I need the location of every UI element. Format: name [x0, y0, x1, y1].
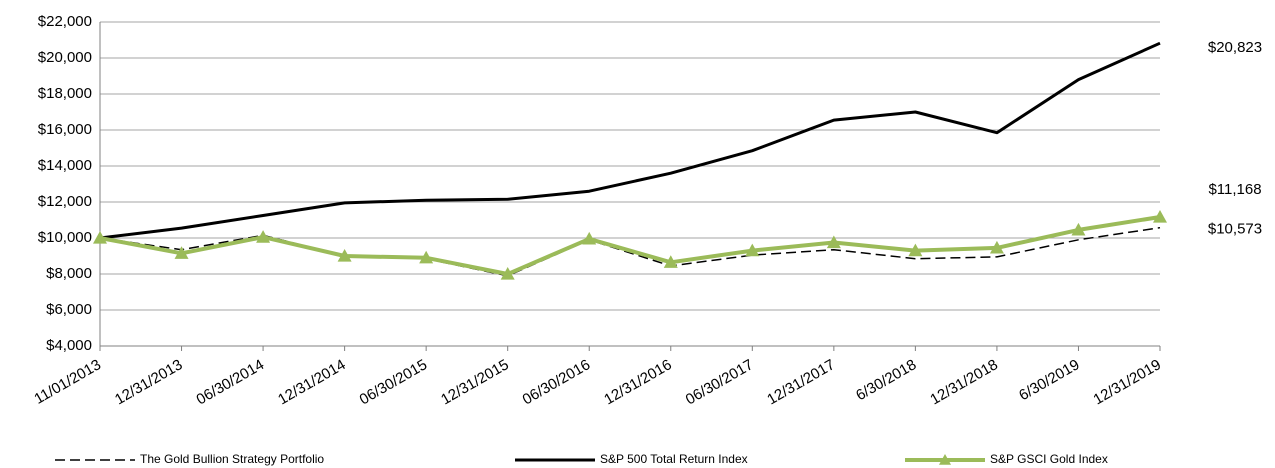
marker [500, 267, 515, 280]
legend-marker [939, 454, 951, 465]
x-tick-label: 12/31/2017 [764, 356, 838, 408]
marker [826, 235, 841, 249]
x-tick-label: 6/30/2019 [1016, 356, 1082, 404]
marker [663, 255, 678, 268]
x-tick-label: 06/30/2015 [357, 356, 431, 408]
legend-label: S&P GSCI Gold Index [990, 452, 1108, 466]
y-tick-label: $10,000 [38, 229, 92, 246]
marker [337, 249, 352, 262]
x-tick-label: 11/01/2013 [31, 356, 104, 408]
x-tick-label: 12/31/2018 [927, 356, 1001, 408]
marker [256, 230, 271, 243]
marker [93, 231, 107, 244]
marker [1071, 222, 1086, 236]
y-tick-label: $4,000 [46, 337, 92, 354]
x-tick-label: 12/31/2014 [275, 356, 349, 408]
marker [419, 250, 434, 264]
legend-label: S&P 500 Total Return Index [600, 452, 748, 466]
x-tick-label: 06/30/2014 [194, 356, 268, 408]
x-tick-label: 12/31/2013 [112, 356, 186, 408]
marker [908, 243, 923, 257]
x-tick-label: 6/30/2018 [853, 356, 919, 404]
x-tick-label: 06/30/2017 [683, 356, 757, 408]
y-tick-label: $8,000 [46, 265, 92, 282]
y-tick-label: $14,000 [38, 157, 92, 174]
x-tick-label: 12/31/2015 [438, 356, 512, 408]
series-line [99, 226, 1161, 277]
x-tick-label: 12/31/2016 [601, 356, 675, 408]
marker [174, 246, 189, 259]
marker [582, 231, 597, 245]
value-label: $20,823 [1208, 39, 1262, 56]
y-tick-label: $16,000 [38, 121, 92, 138]
legend-label: The Gold Bullion Strategy Portfolio [140, 452, 324, 466]
y-tick-label: $22,000 [38, 13, 92, 30]
marker [989, 240, 1004, 254]
x-tick-label: 06/30/2016 [520, 356, 594, 408]
y-tick-label: $12,000 [38, 193, 92, 210]
x-tick-label: 12/31/2019 [1090, 356, 1164, 408]
y-tick-label: $20,000 [38, 49, 92, 66]
value-label: $10,573 [1208, 221, 1262, 238]
series-line [99, 215, 1161, 276]
series-line [99, 41, 1161, 240]
value-label: $11,168 [1208, 181, 1261, 198]
y-tick-label: $18,000 [38, 85, 92, 102]
marker [1153, 209, 1167, 223]
y-tick-label: $6,000 [46, 301, 92, 318]
marker [745, 243, 760, 257]
